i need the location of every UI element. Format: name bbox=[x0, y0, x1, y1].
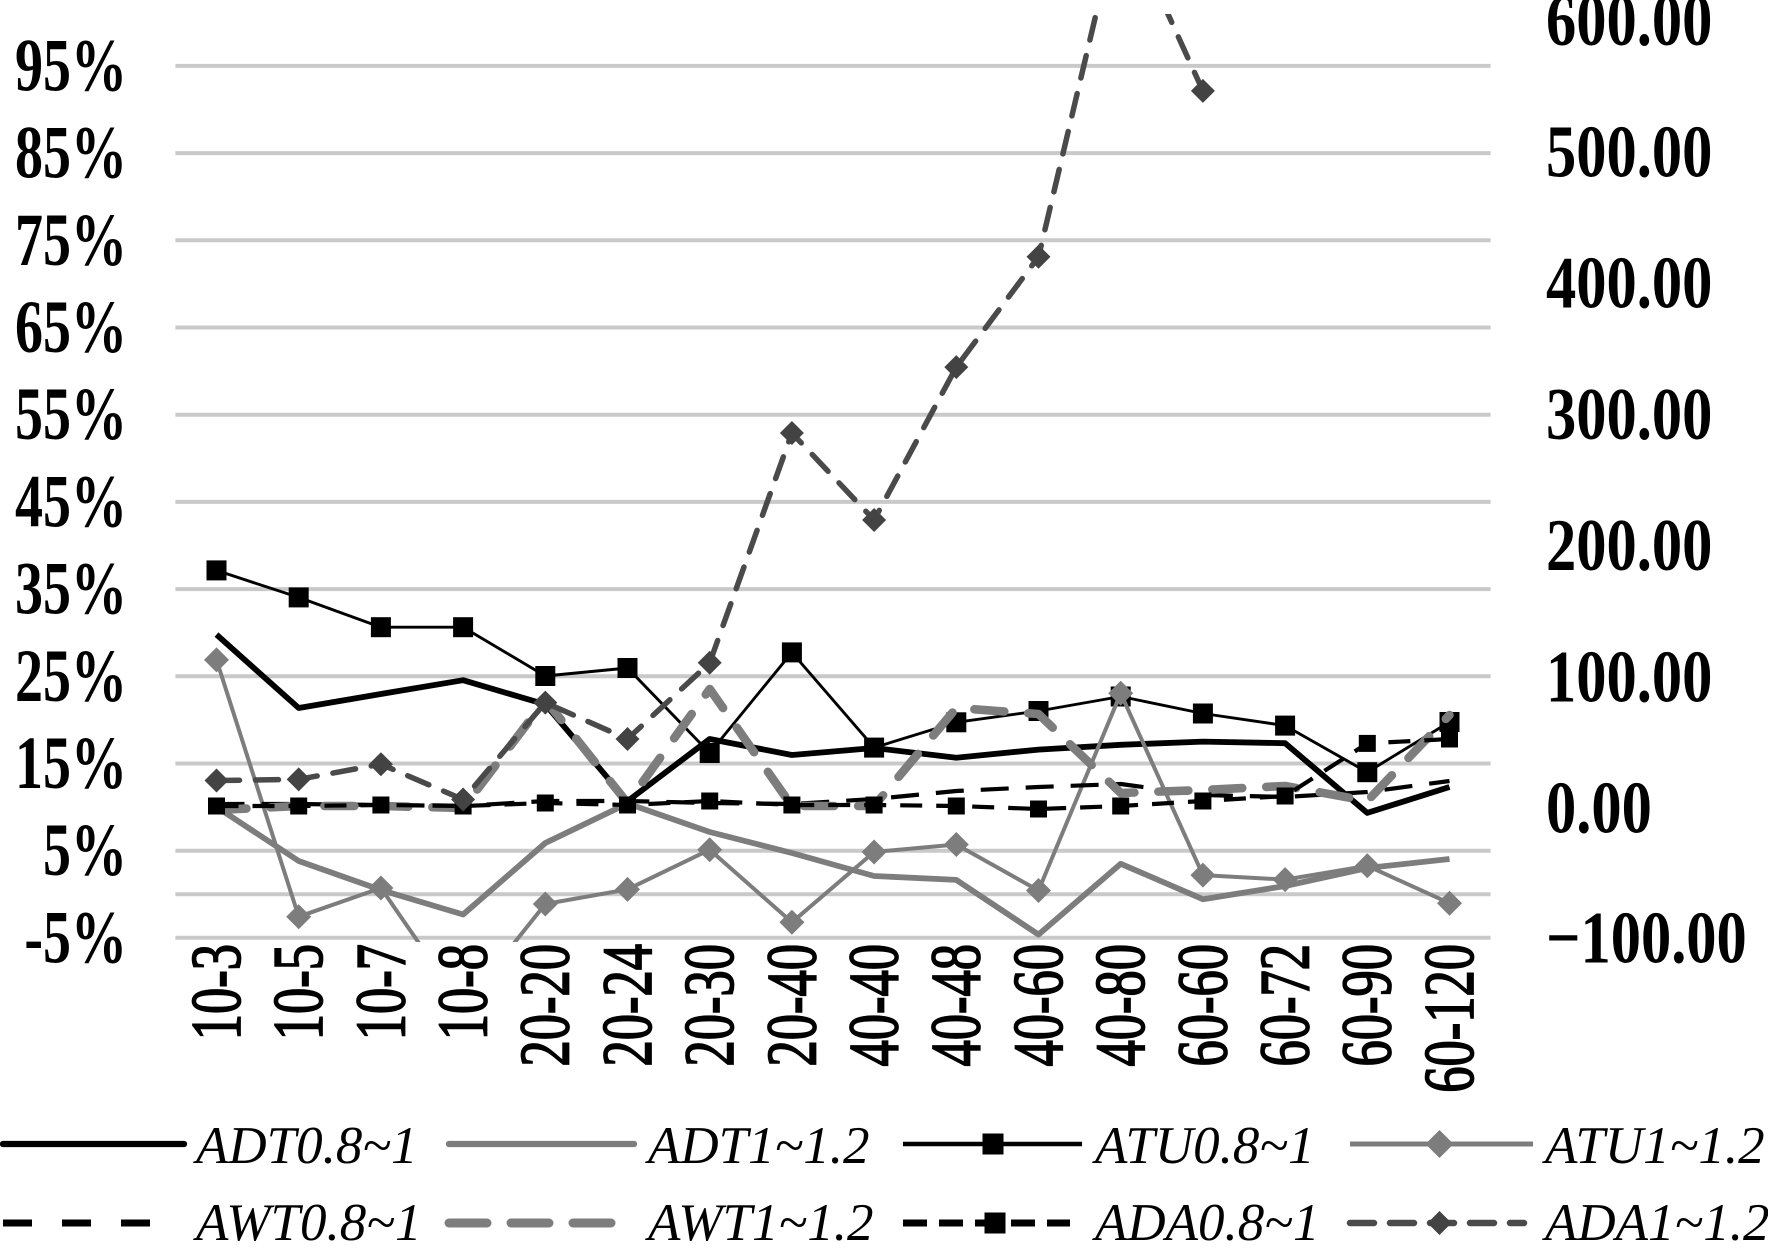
svg-text:600.00: 600.00 bbox=[1546, 0, 1712, 61]
svg-text:60-90: 60-90 bbox=[1327, 944, 1407, 1066]
svg-text:60-60: 60-60 bbox=[1162, 944, 1242, 1066]
svg-text:35%: 35% bbox=[15, 548, 127, 631]
svg-text:65%: 65% bbox=[15, 286, 127, 369]
svg-text:AWT0.8~1: AWT0.8~1 bbox=[193, 1194, 421, 1243]
svg-text:25%: 25% bbox=[15, 635, 127, 718]
svg-text:400.00: 400.00 bbox=[1546, 242, 1712, 324]
svg-text:85%: 85% bbox=[15, 112, 127, 195]
svg-text:5%: 5% bbox=[43, 809, 127, 892]
svg-text:95%: 95% bbox=[15, 25, 127, 108]
svg-text:40-40: 40-40 bbox=[834, 944, 914, 1066]
svg-text:20-20: 20-20 bbox=[505, 944, 585, 1066]
svg-text:ADA0.8~1: ADA0.8~1 bbox=[1092, 1194, 1319, 1243]
svg-text:AWT1~1.2: AWT1~1.2 bbox=[645, 1194, 873, 1243]
svg-text:ATU0.8~1: ATU0.8~1 bbox=[1092, 1117, 1315, 1175]
svg-text:500.00: 500.00 bbox=[1546, 110, 1712, 192]
svg-text:10-8: 10-8 bbox=[423, 944, 503, 1040]
svg-text:75%: 75% bbox=[15, 199, 127, 282]
svg-text:200.00: 200.00 bbox=[1546, 504, 1712, 586]
svg-text:10-7: 10-7 bbox=[340, 944, 420, 1040]
svg-text:300.00: 300.00 bbox=[1546, 373, 1712, 455]
svg-text:15%: 15% bbox=[15, 722, 127, 805]
svg-text:45%: 45% bbox=[15, 461, 127, 544]
svg-text:ATU1~1.2: ATU1~1.2 bbox=[1542, 1117, 1765, 1175]
svg-text:0.00: 0.00 bbox=[1546, 767, 1652, 849]
svg-text:100.00: 100.00 bbox=[1546, 635, 1712, 717]
svg-text:40-48: 40-48 bbox=[916, 944, 996, 1066]
svg-text:ADT0.8~1: ADT0.8~1 bbox=[193, 1117, 418, 1175]
svg-text:ADA1~1.2: ADA1~1.2 bbox=[1542, 1194, 1768, 1243]
svg-text:40-60: 40-60 bbox=[998, 944, 1078, 1066]
svg-text:10-3: 10-3 bbox=[176, 944, 256, 1040]
svg-text:-5%: -5% bbox=[24, 897, 127, 980]
svg-text:60-72: 60-72 bbox=[1245, 944, 1325, 1066]
svg-text:10-5: 10-5 bbox=[258, 944, 338, 1040]
svg-text:40-80: 40-80 bbox=[1080, 944, 1160, 1066]
svg-text:20-30: 20-30 bbox=[669, 944, 749, 1066]
svg-text:20-40: 20-40 bbox=[751, 944, 831, 1066]
svg-text:60-120: 60-120 bbox=[1409, 944, 1489, 1093]
svg-text:20-24: 20-24 bbox=[587, 944, 667, 1066]
svg-text:−100.00: −100.00 bbox=[1546, 897, 1747, 979]
svg-text:ADT1~1.2: ADT1~1.2 bbox=[645, 1117, 870, 1175]
svg-text:55%: 55% bbox=[15, 373, 127, 456]
